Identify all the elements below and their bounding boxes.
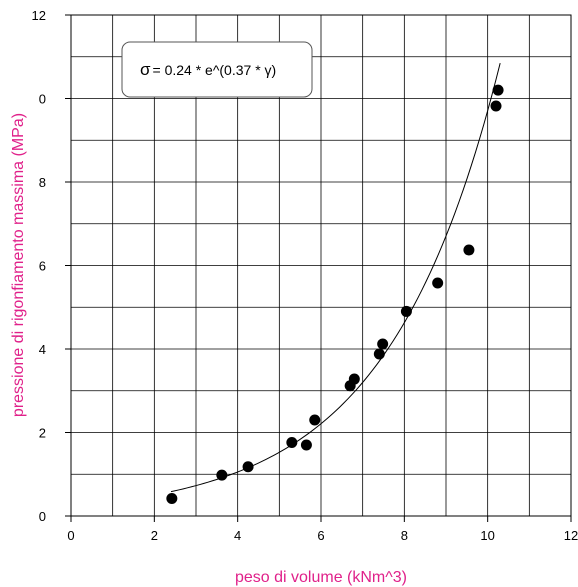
data-point xyxy=(286,437,298,449)
x-tick-label: 2 xyxy=(151,528,158,543)
y-tick-label: 6 xyxy=(39,259,46,274)
data-point xyxy=(377,338,389,350)
y-tick-label: 0 xyxy=(39,92,46,107)
data-point xyxy=(166,492,178,504)
data-point xyxy=(490,100,502,112)
y-tick-label: 0 xyxy=(39,509,46,524)
data-point xyxy=(463,244,475,256)
fit-curve xyxy=(170,63,501,493)
x-tick-label: 10 xyxy=(480,528,494,543)
x-tick-label: 4 xyxy=(234,528,241,543)
y-axis-title: pressione di rigonfiamento massima (MPa) xyxy=(10,113,27,417)
equation-box: σ = 0.24 * e^(0.37 * γ) xyxy=(121,41,313,98)
y-tick-label: 8 xyxy=(39,175,46,190)
data-point xyxy=(373,348,385,360)
x-tick-label: 8 xyxy=(401,528,408,543)
equation-text: σ = 0.24 * e^(0.37 * γ) xyxy=(140,60,276,79)
x-tick-label: 0 xyxy=(67,528,74,543)
x-tick-label: 12 xyxy=(564,528,578,543)
grid xyxy=(71,15,571,516)
data-point xyxy=(242,461,254,473)
x-tick-label: 6 xyxy=(317,528,324,543)
x-axis-tick-labels: 0 2 4 6 8 10 12 xyxy=(67,528,578,543)
y-axis-tick-labels: 0 2 4 6 8 0 12 xyxy=(32,8,46,524)
equation-box-frame xyxy=(121,41,313,98)
data-points xyxy=(166,84,504,504)
data-point xyxy=(492,84,504,96)
data-point xyxy=(300,439,312,451)
data-point xyxy=(432,277,444,289)
x-axis-title: peso di volume (kNm^3) xyxy=(235,569,407,586)
data-point xyxy=(216,469,228,481)
y-tick-label: 4 xyxy=(39,342,46,357)
y-tick-label: 12 xyxy=(32,8,46,23)
axis-ticks xyxy=(65,14,572,522)
data-point xyxy=(348,373,360,385)
data-point xyxy=(400,305,412,317)
data-point xyxy=(309,414,321,426)
y-tick-label: 2 xyxy=(39,426,46,441)
